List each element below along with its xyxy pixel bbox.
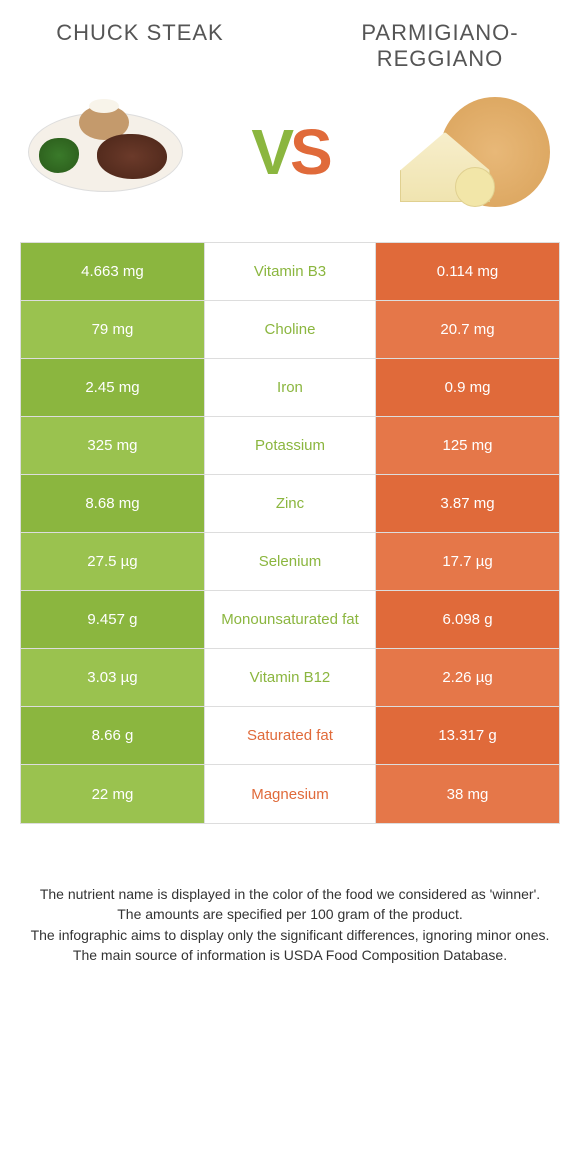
nutrient-name: Magnesium: [204, 765, 376, 823]
table-row: 9.457 gMonounsaturated fat6.098 g: [21, 591, 559, 649]
food-image-left: [20, 92, 190, 212]
title-left: Chuck steak: [40, 20, 240, 72]
value-left: 3.03 µg: [21, 649, 204, 706]
value-right: 3.87 mg: [376, 475, 559, 532]
comparison-table: 4.663 mgVitamin B30.114 mg79 mgCholine20…: [20, 242, 560, 824]
table-row: 4.663 mgVitamin B30.114 mg: [21, 243, 559, 301]
nutrient-name: Iron: [204, 359, 376, 416]
nutrient-name: Potassium: [204, 417, 376, 474]
header: Chuck steak Parmigiano-Reggiano: [0, 0, 580, 82]
value-left: 2.45 mg: [21, 359, 204, 416]
table-row: 27.5 µgSelenium17.7 µg: [21, 533, 559, 591]
footnote-line: The nutrient name is displayed in the co…: [30, 884, 550, 904]
footnotes: The nutrient name is displayed in the co…: [0, 824, 580, 965]
footnote-line: The amounts are specified per 100 gram o…: [30, 904, 550, 924]
table-row: 8.66 gSaturated fat13.317 g: [21, 707, 559, 765]
steak-plate-icon: [28, 112, 183, 192]
table-row: 22 mgMagnesium38 mg: [21, 765, 559, 823]
nutrient-name: Vitamin B3: [204, 243, 376, 300]
table-row: 325 mgPotassium125 mg: [21, 417, 559, 475]
value-right: 0.114 mg: [376, 243, 559, 300]
vs-label: VS: [251, 115, 328, 189]
images-row: VS: [0, 82, 580, 242]
table-row: 2.45 mgIron0.9 mg: [21, 359, 559, 417]
value-right: 38 mg: [376, 765, 559, 823]
vs-v: V: [251, 116, 290, 188]
nutrient-name: Saturated fat: [204, 707, 376, 764]
value-left: 27.5 µg: [21, 533, 204, 590]
footnote-line: The main source of information is USDA F…: [30, 945, 550, 965]
table-row: 8.68 mgZinc3.87 mg: [21, 475, 559, 533]
footnote-line: The infographic aims to display only the…: [30, 925, 550, 945]
value-left: 22 mg: [21, 765, 204, 823]
value-left: 325 mg: [21, 417, 204, 474]
nutrient-name: Vitamin B12: [204, 649, 376, 706]
nutrient-name: Monounsaturated fat: [204, 591, 376, 648]
value-left: 79 mg: [21, 301, 204, 358]
value-right: 6.098 g: [376, 591, 559, 648]
value-left: 8.66 g: [21, 707, 204, 764]
value-left: 9.457 g: [21, 591, 204, 648]
value-left: 4.663 mg: [21, 243, 204, 300]
table-row: 3.03 µgVitamin B122.26 µg: [21, 649, 559, 707]
cheese-icon: [400, 97, 550, 207]
nutrient-name: Selenium: [204, 533, 376, 590]
value-left: 8.68 mg: [21, 475, 204, 532]
value-right: 0.9 mg: [376, 359, 559, 416]
food-image-right: [390, 92, 560, 212]
vs-s: S: [290, 116, 329, 188]
value-right: 125 mg: [376, 417, 559, 474]
table-row: 79 mgCholine20.7 mg: [21, 301, 559, 359]
title-right: Parmigiano-Reggiano: [340, 20, 540, 72]
value-right: 13.317 g: [376, 707, 559, 764]
nutrient-name: Zinc: [204, 475, 376, 532]
value-right: 2.26 µg: [376, 649, 559, 706]
nutrient-name: Choline: [204, 301, 376, 358]
value-right: 20.7 mg: [376, 301, 559, 358]
value-right: 17.7 µg: [376, 533, 559, 590]
